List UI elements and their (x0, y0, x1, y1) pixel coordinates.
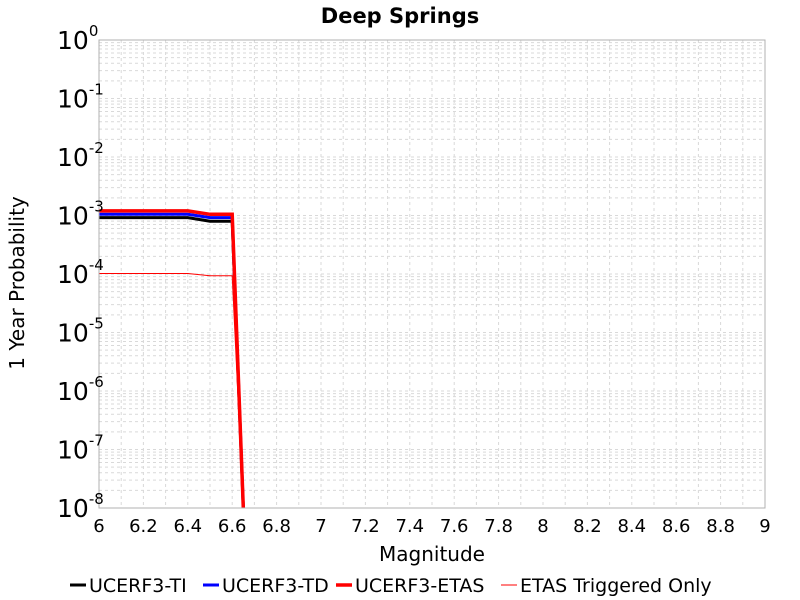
y-tick-exponent: -8 (89, 490, 104, 508)
x-tick-label: 8 (537, 516, 548, 537)
y-tick-label: 10-8 (57, 490, 104, 523)
legend-label: UCERF3-ETAS (355, 575, 484, 597)
y-tick-label: 10-5 (57, 315, 104, 348)
y-axis-label: 1 Year Probability (5, 196, 29, 370)
y-tick-base: 10 (57, 85, 89, 114)
x-tick-label: 6 (93, 516, 104, 537)
x-axis-ticks: 6 6.2 6.4 6.6 6.8 7 7.2 7.4 7.6 7.8 8 8.2 8.4 8.6 8.8 9 (93, 516, 770, 537)
y-tick-exponent: 0 (89, 22, 99, 40)
y-tick-base: 10 (57, 202, 89, 231)
y-tick-base: 10 (57, 143, 89, 172)
y-tick-exponent: -2 (89, 139, 104, 157)
x-tick-label: 6.2 (129, 516, 158, 537)
y-tick-base: 10 (57, 436, 89, 465)
x-tick-label: 7.8 (484, 516, 513, 537)
y-tick-base: 10 (57, 26, 89, 55)
y-tick-exponent: -5 (89, 315, 104, 333)
x-tick-label: 8.6 (662, 516, 691, 537)
y-tick-label: 100 (57, 22, 98, 55)
legend: UCERF3-TI UCERF3-TD UCERF3-ETAS ETAS Trigge… (70, 575, 712, 597)
y-tick-label: 10-2 (57, 139, 104, 172)
y-tick-base: 10 (57, 494, 89, 523)
legend-label: ETAS Triggered Only (520, 575, 712, 597)
y-tick-label: 10-1 (57, 81, 104, 114)
series-layer (99, 209, 246, 509)
chart-title: Deep Springs (321, 4, 479, 28)
legend-label: UCERF3-TD (222, 575, 329, 597)
y-tick-label: 10-3 (57, 198, 104, 231)
legend-label: UCERF3-TI (89, 575, 187, 597)
x-tick-label: 8.8 (706, 516, 735, 537)
series-line-etas-triggered-only (99, 273, 244, 509)
y-tick-exponent: -7 (89, 432, 104, 450)
y-tick-base: 10 (57, 260, 89, 289)
plot-border (98, 39, 766, 509)
y-tick-exponent: -6 (89, 373, 104, 391)
y-tick-exponent: -3 (89, 198, 104, 216)
x-tick-label: 7.4 (395, 516, 424, 537)
y-tick-exponent: -1 (89, 81, 104, 99)
x-tick-label: 9 (759, 516, 770, 537)
x-tick-label: 8.4 (617, 516, 646, 537)
y-tick-label: 10-6 (57, 373, 104, 406)
y-tick-base: 10 (57, 319, 89, 348)
series-line-ucerf3-etas (99, 209, 246, 509)
x-tick-label: 6.4 (173, 516, 202, 537)
x-axis-label: Magnitude (379, 542, 485, 566)
x-tick-label: 6.8 (262, 516, 291, 537)
y-tick-exponent: -4 (89, 256, 104, 274)
y-tick-label: 10-4 (57, 256, 104, 289)
x-tick-label: 7 (315, 516, 326, 537)
y-tick-base: 10 (57, 377, 89, 406)
x-tick-label: 7.6 (440, 516, 469, 537)
x-tick-label: 8.2 (573, 516, 602, 537)
x-tick-label: 7.2 (351, 516, 380, 537)
x-tick-label: 6.6 (218, 516, 247, 537)
y-tick-label: 10-7 (57, 432, 104, 465)
